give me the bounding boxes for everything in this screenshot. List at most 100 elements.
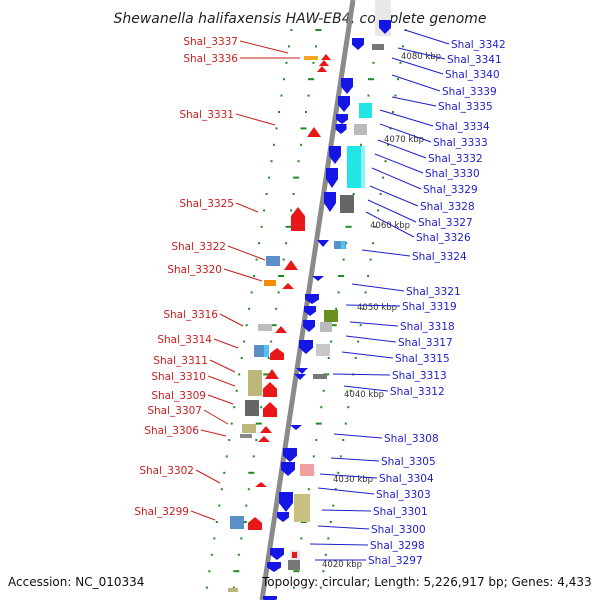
scale-tick	[292, 586, 295, 589]
scale-tick	[297, 160, 300, 163]
gene-leader-line	[317, 487, 375, 495]
scale-tick	[300, 537, 303, 540]
gene-leader-line	[235, 113, 276, 126]
scale-tick	[252, 455, 255, 458]
forward-gene-arrow	[299, 340, 313, 354]
forward-gene-arrow	[290, 425, 302, 430]
gene-label: Shal_3307	[147, 405, 202, 417]
gene-leader-line	[374, 153, 424, 174]
gene-label: Shal_3312	[390, 386, 445, 398]
gene-box	[258, 324, 272, 331]
gene-label: Shal_3319	[402, 301, 457, 313]
gene-label: Shal_3321	[406, 286, 461, 298]
gene-leader-line	[332, 373, 391, 376]
scale-label: 4040 kbp	[344, 390, 384, 400]
scale-tick	[275, 307, 278, 310]
gene-leader-line	[207, 394, 234, 405]
gene-box	[248, 380, 262, 396]
gene-leader-line	[333, 433, 383, 439]
scale-tick	[270, 324, 277, 327]
scale-tick	[312, 61, 315, 64]
scale-tick	[327, 357, 330, 359]
gene-leader-line	[379, 123, 432, 143]
forward-gene-arrow	[304, 306, 316, 316]
gene-leader-line	[377, 139, 427, 159]
gene-box	[254, 345, 266, 357]
scale-tick	[374, 225, 377, 228]
scale-tick	[322, 570, 325, 573]
scale-tick	[307, 94, 310, 97]
gene-label: Shal_3334	[435, 121, 490, 133]
gene-box	[324, 310, 338, 322]
scale-tick	[245, 324, 248, 327]
gene-box	[228, 588, 238, 592]
scale-label: 4020 kbp	[322, 560, 362, 570]
scale-tick	[377, 209, 380, 212]
scale-tick	[337, 471, 340, 474]
gene-box	[292, 552, 297, 558]
gene-leader-line	[369, 185, 419, 207]
scale-tick	[263, 209, 266, 212]
scale-tick	[335, 307, 338, 310]
scale-tick	[208, 570, 211, 573]
forward-gene-arrow	[267, 562, 281, 572]
gene-box	[354, 124, 367, 135]
gene-label: Shal_3325	[179, 198, 234, 210]
scale-tick	[225, 455, 228, 458]
gene-leader-line	[195, 469, 221, 484]
scale-tick	[401, 45, 404, 48]
scale-tick	[332, 504, 335, 507]
scale-label: 4030 kbp	[333, 475, 373, 485]
scale-tick	[280, 94, 283, 97]
scale-tick	[364, 291, 367, 294]
gene-label: Shal_3305	[381, 456, 436, 468]
reverse-gene-arrow	[317, 66, 327, 72]
scale-tick	[384, 160, 387, 163]
scale-tick	[287, 45, 290, 48]
gene-label: Shal_3327	[418, 217, 473, 229]
gene-leader-line	[319, 473, 378, 479]
scale-labels: 4080 kbp 4070 kbp 4060 kbp 4050 kbp 4040 kbp…	[322, 52, 441, 570]
gene-box	[320, 322, 332, 332]
scale-tick	[245, 504, 248, 507]
gene-box	[359, 103, 372, 118]
scale-tick	[396, 78, 399, 81]
gene-label: Shal_3324	[412, 251, 467, 263]
forward-gene-arrow	[335, 124, 347, 134]
gene-label: Shal_3329	[423, 184, 478, 196]
scale-tick	[359, 324, 362, 327]
gene-leader-line	[345, 304, 401, 307]
scale-tick	[293, 570, 300, 573]
scale-tick	[338, 275, 345, 277]
scale-tick	[282, 78, 285, 81]
gene-box	[316, 344, 330, 356]
forward-gene-arrow	[352, 38, 364, 50]
scale-tick	[255, 439, 258, 441]
gene-box	[242, 424, 256, 433]
scale-tick	[235, 389, 238, 392]
scale-tick	[260, 406, 263, 409]
gene-leader-line	[209, 359, 236, 373]
gene-leader-line	[223, 268, 263, 282]
scale-tick	[344, 422, 347, 425]
gene-label: Shal_3332	[428, 153, 483, 165]
scale-tick	[293, 176, 300, 179]
gene-label: Shal_3314	[157, 334, 212, 346]
scale-tick	[345, 225, 352, 228]
gene-leader-line	[309, 543, 369, 546]
gene-label: Shal_3313	[392, 370, 447, 382]
scale-tick	[324, 553, 327, 556]
forward-gene-arrow	[341, 78, 353, 94]
forward-gene-arrow	[281, 462, 295, 476]
scale-tick	[319, 586, 322, 589]
gene-label: Shal_3309	[151, 390, 206, 402]
scale-label: 4070 kbp	[384, 135, 424, 145]
scale-tick	[230, 422, 233, 425]
scale-tick	[305, 111, 308, 113]
scale-tick	[330, 324, 337, 327]
scale-tick	[362, 307, 365, 310]
forward-gene-arrow	[279, 492, 293, 512]
reverse-gene-arrow	[321, 54, 331, 60]
scale-tick	[349, 389, 352, 392]
